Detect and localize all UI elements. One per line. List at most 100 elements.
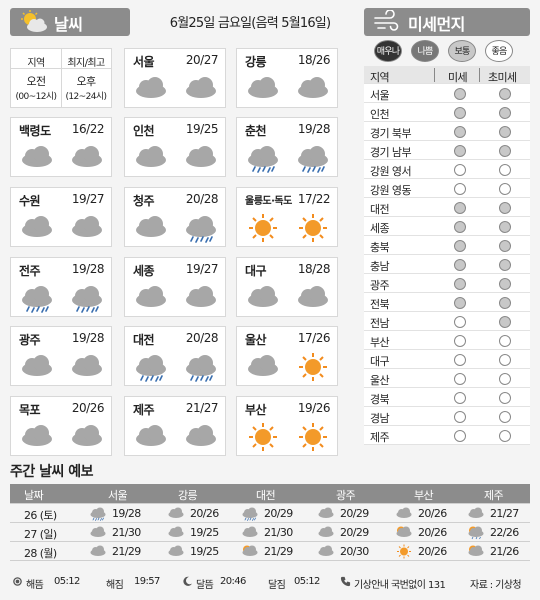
pm25-dot	[499, 107, 511, 119]
weekly-col-header: 서울	[108, 489, 128, 502]
weekly-temp: 20/29	[264, 507, 293, 520]
city-temp: 19/27	[185, 262, 219, 276]
cloud-icon	[468, 507, 484, 518]
date-label: 6월25일 금요일(음력 5월16일)	[169, 16, 331, 31]
rain-icon	[72, 286, 102, 313]
pm10-dot	[454, 335, 466, 347]
pm10-dot	[454, 107, 466, 119]
dust-region: 강원 영서	[370, 165, 412, 178]
cloud-icon	[22, 355, 52, 376]
cloud-icon	[186, 286, 216, 307]
dust-row: 강원 영서	[364, 160, 530, 179]
weekly-col-header: 제주	[484, 489, 504, 502]
moon-icon	[183, 576, 193, 586]
city-name: 울산	[245, 333, 267, 347]
cloud-icon	[186, 425, 216, 446]
dust-region: 경북	[370, 393, 390, 406]
pm10-dot	[454, 297, 466, 309]
dust-region: 충남	[370, 260, 390, 273]
weekly-temp: 20/29	[340, 507, 369, 520]
weekly-temp: 20/30	[340, 545, 369, 558]
rain-icon	[136, 355, 166, 382]
weekly-header: 날짜 서울 강릉 대전 광주 부산 제주	[10, 484, 530, 504]
cloud-icon	[298, 77, 328, 98]
weekly-temp: 20/26	[418, 507, 447, 520]
dust-row: 대구	[364, 350, 530, 369]
weekly-temp: 21/29	[264, 545, 293, 558]
city-name: 수원	[19, 194, 41, 208]
pm25-dot	[499, 392, 511, 404]
pm10-dot	[454, 259, 466, 271]
sunset-time: 19:57	[134, 576, 160, 587]
rain-icon	[298, 146, 328, 173]
cloud-icon	[318, 545, 334, 556]
dust-region: 충북	[370, 241, 390, 254]
city-name: 광주	[19, 333, 41, 347]
pm25-dot	[499, 297, 511, 309]
city-temp: 17/22	[297, 192, 331, 206]
dust-row: 충북	[364, 236, 530, 255]
city-card: 강릉 18/26	[236, 48, 338, 108]
sunset-label: 해짐	[106, 580, 124, 591]
city-name: 목포	[19, 403, 41, 417]
city-card: 울릉도·독도 17/22	[236, 187, 338, 247]
city-temp: 18/28	[297, 262, 331, 276]
city-card: 울산 17/26	[236, 326, 338, 386]
legend-am-hours: (00~12시)	[15, 92, 58, 102]
dust-region: 전북	[370, 298, 390, 311]
weekly-temp: 22/26	[490, 526, 519, 539]
sun-rain-icon	[468, 526, 484, 540]
dust-row: 울산	[364, 369, 530, 388]
weekly-temp: 19/28	[112, 507, 141, 520]
dust-legend-item: 나쁨	[411, 40, 439, 62]
sun-cloud-icon	[468, 545, 484, 556]
city-name: 부산	[245, 403, 267, 417]
city-temp: 19/26	[297, 401, 331, 415]
dust-row: 경남	[364, 407, 530, 426]
dust-region: 대전	[370, 203, 390, 216]
cloud-icon	[168, 526, 184, 537]
city-card: 목포 20/26	[10, 396, 112, 456]
pm10-dot	[454, 392, 466, 404]
pm10-dot	[454, 221, 466, 233]
sun-icon	[299, 423, 327, 451]
pm25-dot	[499, 335, 511, 347]
pm25-dot	[499, 126, 511, 138]
weekly-date: 28 (월)	[24, 547, 57, 560]
city-temp: 16/22	[71, 122, 105, 136]
hotline: 기상안내 국번없이 131	[354, 580, 446, 591]
rain-icon	[22, 286, 52, 313]
dust-row: 경북	[364, 388, 530, 407]
weekly-temp: 21/30	[264, 526, 293, 539]
moonrise-label: 달뜸	[196, 580, 214, 591]
pm10-dot	[454, 202, 466, 214]
city-card: 부산 19/26	[236, 396, 338, 456]
pm25-dot	[499, 240, 511, 252]
dust-header: 미세먼지	[364, 8, 530, 36]
cloud-icon	[186, 146, 216, 167]
cloud-icon	[318, 507, 334, 518]
dust-region: 제주	[370, 431, 390, 444]
weekly-temp: 21/29	[112, 545, 141, 558]
phone-icon	[340, 576, 351, 587]
dust-row: 경기 남부	[364, 141, 530, 160]
city-temp: 20/28	[185, 192, 219, 206]
weekly-temp: 20/29	[340, 526, 369, 539]
weekly-temp: 20/26	[418, 545, 447, 558]
pm25-dot	[499, 202, 511, 214]
sun-icon	[299, 214, 327, 242]
dust-legend-item: 보통	[448, 40, 476, 62]
dust-region: 전남	[370, 317, 390, 330]
dust-row: 충남	[364, 255, 530, 274]
weekly-row: 27 (일) 21/30 19/25 21/30 20/29 20/26 22/26	[10, 523, 530, 542]
weekly-date: 27 (일)	[24, 528, 57, 541]
dust-row: 광주	[364, 274, 530, 293]
pm25-dot	[499, 183, 511, 195]
weekly-temp: 21/26	[490, 545, 519, 558]
weekly-col-header: 부산	[414, 489, 434, 502]
dust-table: 지역 미세 초미세 서울 인천 경기 북부 경기 남부 강원 영서 강원 영동 대전 세종 충북…	[364, 66, 530, 445]
dust-region: 부산	[370, 336, 390, 349]
sun-icon	[249, 214, 277, 242]
dust-header-pm25: 초미세	[488, 71, 517, 84]
pm25-dot	[499, 259, 511, 271]
